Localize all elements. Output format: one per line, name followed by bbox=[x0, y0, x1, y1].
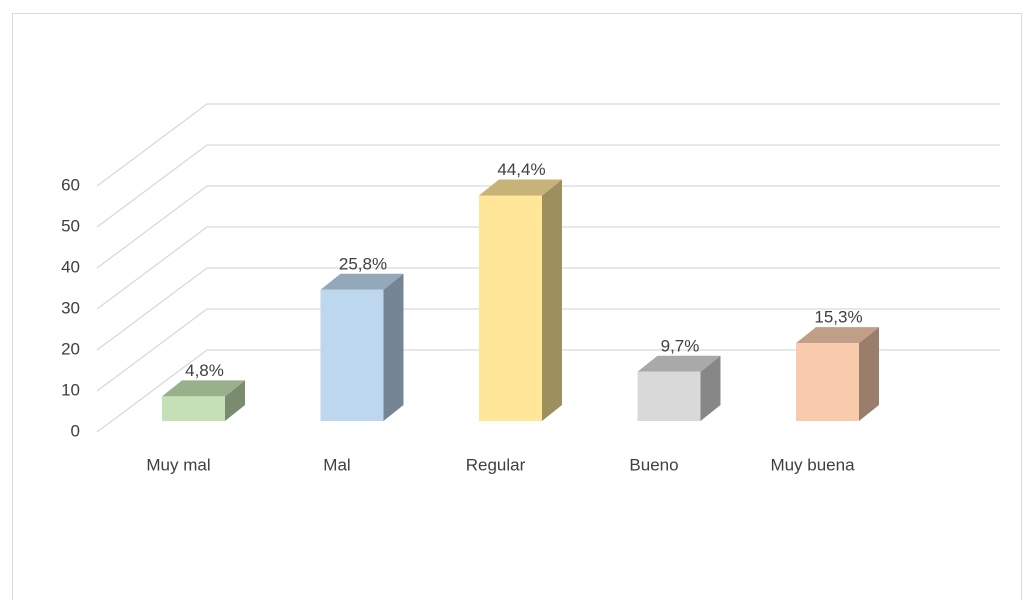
x-tick-label: Mal bbox=[323, 455, 350, 474]
grid-line bbox=[96, 103, 1000, 187]
y-tick-label: 0 bbox=[71, 421, 80, 440]
data-label: 4,8% bbox=[185, 361, 224, 380]
data-label: 9,7% bbox=[661, 336, 700, 355]
bar-top bbox=[796, 327, 879, 344]
x-tick-label: Regular bbox=[466, 455, 526, 474]
grid-line bbox=[96, 308, 1000, 392]
y-tick-label: 30 bbox=[61, 298, 80, 317]
x-tick-label: Bueno bbox=[629, 455, 678, 474]
y-tick-label: 20 bbox=[61, 339, 80, 358]
y-tick-label: 60 bbox=[61, 175, 80, 194]
bar-top bbox=[320, 273, 404, 290]
bar-top bbox=[162, 380, 245, 397]
grid-line bbox=[96, 226, 1000, 310]
data-label: 15,3% bbox=[814, 308, 862, 327]
bar-side bbox=[383, 273, 404, 421]
y-tick-label: 10 bbox=[61, 380, 80, 399]
y-tick-label: 50 bbox=[61, 216, 80, 235]
bar-top bbox=[637, 355, 721, 372]
y-tick-label: 40 bbox=[61, 257, 80, 276]
bar-front bbox=[162, 396, 225, 421]
x-tick-label: Muy mal bbox=[146, 455, 210, 474]
grid-line bbox=[96, 185, 1000, 269]
bar-side bbox=[225, 380, 245, 421]
bar bbox=[479, 179, 562, 421]
bar-front bbox=[479, 195, 542, 421]
bar-side bbox=[542, 179, 562, 421]
grid-line bbox=[96, 144, 1000, 228]
grid-line bbox=[96, 267, 1000, 351]
bar-front bbox=[637, 371, 701, 421]
bar-front bbox=[320, 289, 384, 421]
data-label: 44,4% bbox=[497, 160, 545, 179]
bar-top bbox=[479, 179, 562, 196]
bar bbox=[796, 327, 879, 421]
bar-front bbox=[796, 343, 859, 421]
grid-line bbox=[96, 349, 1000, 433]
bar bbox=[637, 355, 721, 421]
bar-side bbox=[859, 327, 879, 421]
data-label: 25,8% bbox=[339, 254, 387, 273]
bar-side bbox=[700, 355, 721, 421]
bar bbox=[320, 273, 404, 421]
x-tick-label: Muy buena bbox=[770, 455, 855, 474]
bar bbox=[162, 380, 245, 421]
